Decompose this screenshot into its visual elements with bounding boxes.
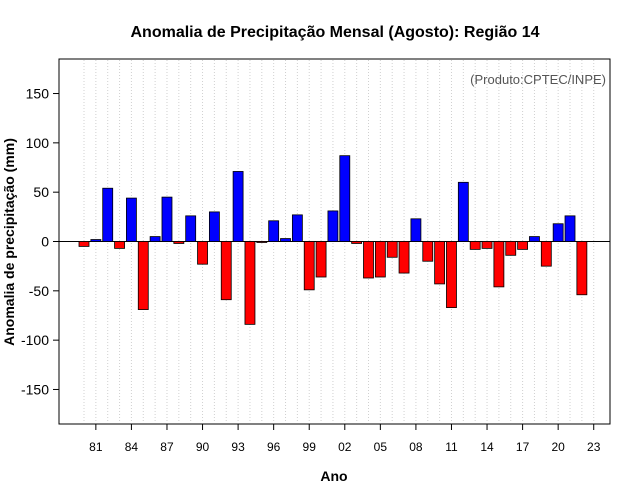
y-axis: -150 -100 -50 0 50 100 150 [21,86,59,397]
x-tick-label: 17 [516,440,530,454]
bar-1989 [185,215,197,242]
bar-2011 [446,241,457,308]
bar-1993 [232,171,244,242]
bar-1986 [149,236,161,242]
bar-1995 [256,241,268,243]
x-tick-label: 23 [587,440,601,454]
x-tick-label: 93 [231,440,245,454]
bar-1985 [137,241,149,310]
bar-2001 [327,210,339,242]
x-tick-label: 87 [160,440,174,454]
bar-1990 [197,241,208,265]
bar-2018 [529,236,540,242]
bar-1987 [161,196,173,242]
bar-2008 [410,218,422,242]
x-axis: 81 84 87 90 93 96 99 02 05 08 11 14 17 20 23 [89,424,601,454]
source-annotation: (Produto:CPTEC/INPE) [470,72,606,87]
bar-1982 [102,187,114,242]
y-tick-label: 0 [41,234,49,250]
bar-1992 [220,241,232,301]
bar-2010 [434,241,446,285]
bar-2007 [398,241,410,274]
x-tick-label: 02 [338,440,352,454]
y-tick-label: -100 [21,332,49,348]
bar-2002 [339,155,351,242]
bar-1980 [78,241,90,247]
chart-title: Anomalia de Precipitação Mensal (Agosto)… [131,24,540,41]
bar-1983 [114,241,125,249]
x-tick-label: 84 [125,440,139,454]
x-tick-label: 05 [374,440,388,454]
bar-2022 [576,241,588,296]
bar-1997 [280,238,291,242]
bar-1999 [303,241,315,291]
vertical-gridlines [83,60,595,423]
bar-series [78,155,588,325]
bar-1994 [244,241,256,325]
bar-2017 [517,241,528,250]
bar-1998 [291,214,303,242]
x-tick-label: 08 [409,440,423,454]
y-tick-label: -150 [21,381,49,397]
bar-2015 [493,241,505,288]
bar-2005 [374,241,386,278]
bar-2003 [351,241,363,244]
bar-1988 [173,241,185,244]
x-tick-label: 20 [551,440,565,454]
x-tick-label: 99 [303,440,317,454]
bar-2013 [469,241,481,250]
bar-1981 [90,239,102,242]
bar-1984 [126,197,137,242]
bar-2000 [315,241,327,278]
x-tick-label: 14 [480,440,494,454]
y-axis-title: Anomalia de precipitação (mm) [1,138,17,346]
bar-1996 [268,220,280,242]
bar-2004 [363,241,374,279]
bar-2019 [540,241,552,267]
x-tick-label: 96 [267,440,281,454]
bar-2012 [457,181,469,242]
y-tick-label: -50 [29,283,49,299]
x-tick-label: 81 [89,440,103,454]
y-tick-label: 150 [26,86,50,102]
bar-2020 [552,223,564,242]
bar-2009 [422,241,434,262]
bar-2014 [481,241,493,249]
bar-2021 [564,215,576,242]
x-axis-title: Ano [320,468,347,484]
x-tick-label: 90 [196,440,210,454]
bar-2016 [505,241,517,256]
bar-2006 [386,241,398,258]
x-tick-label: 11 [445,440,458,454]
y-tick-label: 100 [26,135,50,151]
bar-1991 [208,211,220,242]
y-tick-label: 50 [33,184,49,200]
